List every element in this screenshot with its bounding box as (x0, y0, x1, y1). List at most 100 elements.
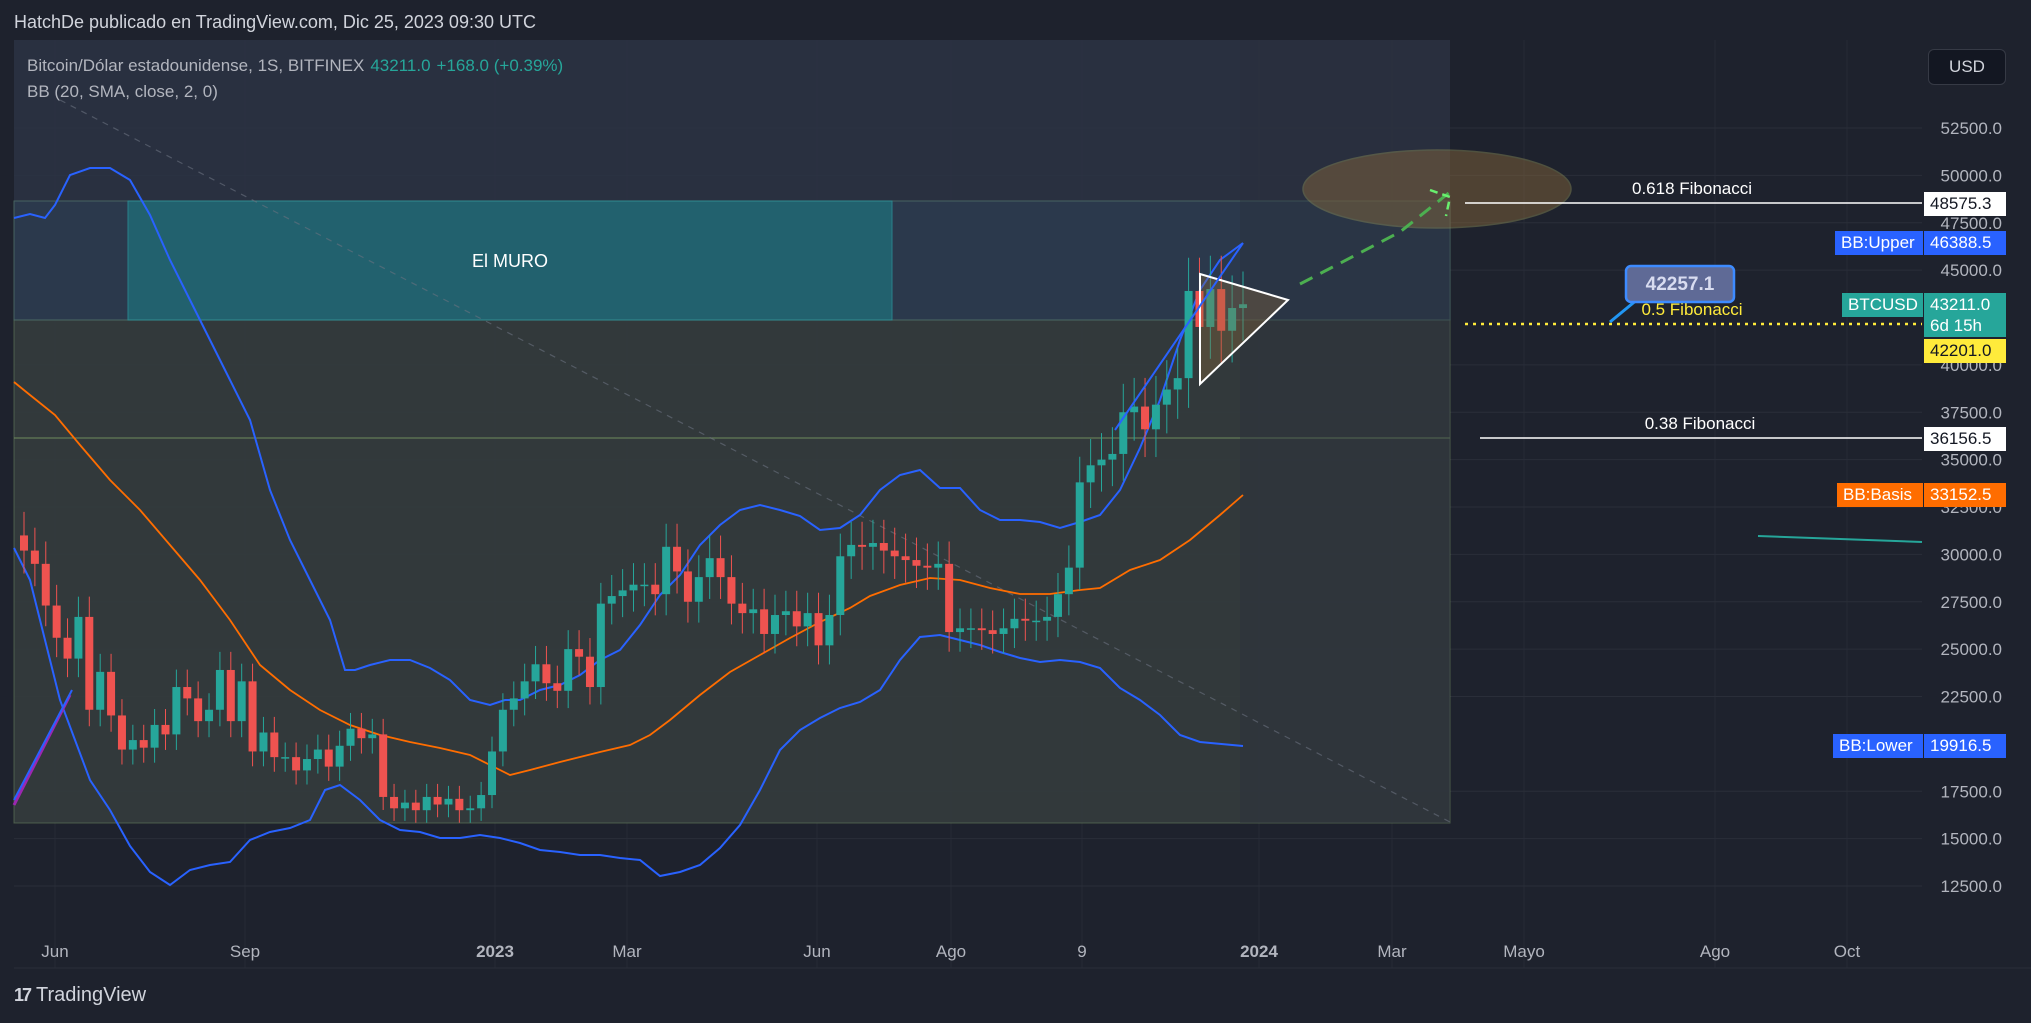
candle-body (477, 795, 486, 809)
candle-body (324, 749, 333, 767)
candle-body (988, 630, 997, 634)
range-zone-lower (13, 319, 1451, 824)
price-tick: 45000.0 (1941, 261, 2002, 280)
time-tick: Jun (803, 942, 830, 961)
fib-0618-price-tag: 48575.3 (1924, 192, 2006, 216)
steep-trendline (1114, 242, 1244, 431)
candle-body (444, 798, 453, 805)
tradingview-logo-icon: 17 (14, 985, 32, 1005)
candle-body (237, 681, 246, 722)
candle-body (20, 535, 28, 551)
target-ellipse (1302, 149, 1572, 229)
candle-body (683, 571, 692, 602)
candle-body (531, 664, 540, 682)
candle-body (738, 603, 747, 614)
candle-body (1075, 482, 1084, 568)
price-tick: 25000.0 (1941, 640, 2002, 659)
target-label: 42257.1 (1646, 274, 1715, 295)
current-price-value: 43211.0 (1930, 295, 1991, 314)
price-tick: 30000.0 (1941, 545, 2002, 564)
legend-change: +168.0 (+0.39%) (436, 56, 564, 75)
candle-body (868, 543, 877, 547)
price-tick: 47500.0 (1941, 214, 2002, 233)
candle-body (390, 796, 399, 809)
candle-body (313, 749, 322, 760)
candle-body (1010, 618, 1019, 629)
candle-body (825, 615, 834, 646)
candle-body (912, 560, 921, 566)
candle-body (139, 740, 148, 748)
candle-body (346, 728, 355, 746)
candle-body (596, 603, 605, 688)
candle-body (172, 687, 181, 735)
currency-button[interactable]: USD (1928, 49, 2006, 85)
time-axis: Jun Sep 2023 Mar Jun Ago 9 2024 Mar Mayo Ago Oct (41, 942, 1860, 961)
bb-lower-tag-label: BB:Lower (1833, 734, 1923, 758)
candle-body (977, 628, 986, 631)
bb-basis-tag-label: BB:Basis (1837, 483, 1923, 507)
candle-body (74, 616, 83, 659)
candle-body (803, 613, 812, 627)
candle-body (455, 798, 464, 811)
candle-body (41, 563, 50, 606)
candle-body (934, 563, 943, 568)
candle-body (662, 546, 671, 595)
fib-05-price-tag: 42201.0 (1924, 339, 2006, 363)
candle-body (1097, 459, 1106, 466)
time-tick: Jun (41, 942, 68, 961)
symbol-title: Bitcoin/Dólar estadounidense, 1S, BITFIN… (27, 56, 365, 75)
candle-body (999, 628, 1008, 634)
triangle-pattern (1199, 272, 1290, 387)
candle-body (150, 724, 159, 748)
candle-body (1130, 406, 1139, 413)
candle-body (640, 584, 649, 587)
chart-legend: Bitcoin/Dólar estadounidense, 1S, BITFIN… (27, 53, 563, 105)
fib-038-label: 0.38 Fibonacci (1645, 414, 1756, 433)
price-axis: 52500.050000.047500.045000.040000.037500… (1941, 119, 2002, 896)
time-tick: Mayo (1503, 942, 1545, 961)
candle-body (30, 550, 39, 564)
time-tick: Mar (1377, 942, 1407, 961)
candle-body (585, 656, 594, 688)
bar-countdown: 6d 15h (1930, 316, 1982, 335)
candle-body (215, 669, 224, 710)
footer-brand[interactable]: 17 TradingView (14, 984, 146, 1007)
candle-body (564, 649, 573, 691)
candle-body (1151, 404, 1160, 430)
symbol-tag-label: BTCUSD (1842, 293, 1923, 317)
candle-body (847, 544, 856, 557)
candle-body (128, 740, 137, 750)
time-tick: Ago (1700, 942, 1730, 961)
price-tick: 15000.0 (1941, 830, 2002, 849)
candle-body (161, 724, 170, 735)
candle-body (1206, 289, 1215, 327)
indicator-title: BB (20, SMA, close, 2, 0) (27, 82, 218, 101)
candle-body (400, 802, 409, 809)
candle-body (379, 734, 388, 797)
candle-body (107, 671, 116, 716)
candle-body (1053, 594, 1062, 617)
time-tick: Oct (1834, 942, 1861, 961)
price-tick: 17500.0 (1941, 782, 2002, 801)
time-tick: 9 (1077, 942, 1086, 961)
fib-038-price-tag: 36156.5 (1924, 427, 2006, 451)
candle-body (770, 615, 779, 634)
candle-body (270, 732, 279, 758)
bb-lower-band (13, 547, 1244, 887)
candle-body (716, 558, 725, 578)
price-tick: 37500.0 (1941, 403, 2002, 422)
candle-body (629, 584, 638, 591)
candle-body (760, 609, 769, 634)
candle-body (183, 687, 192, 699)
candle-body (248, 681, 257, 752)
current-price-tag: 43211.0 6d 15h (1924, 293, 2006, 337)
time-tick: Sep (230, 942, 260, 961)
el-muro-label: El MURO (472, 251, 548, 271)
candle-body (1162, 389, 1171, 405)
candle-body (368, 734, 377, 739)
candle-body (890, 550, 899, 557)
candle-body (901, 556, 910, 561)
projection-arrow (1429, 188, 1452, 217)
candle-body (1184, 290, 1193, 379)
